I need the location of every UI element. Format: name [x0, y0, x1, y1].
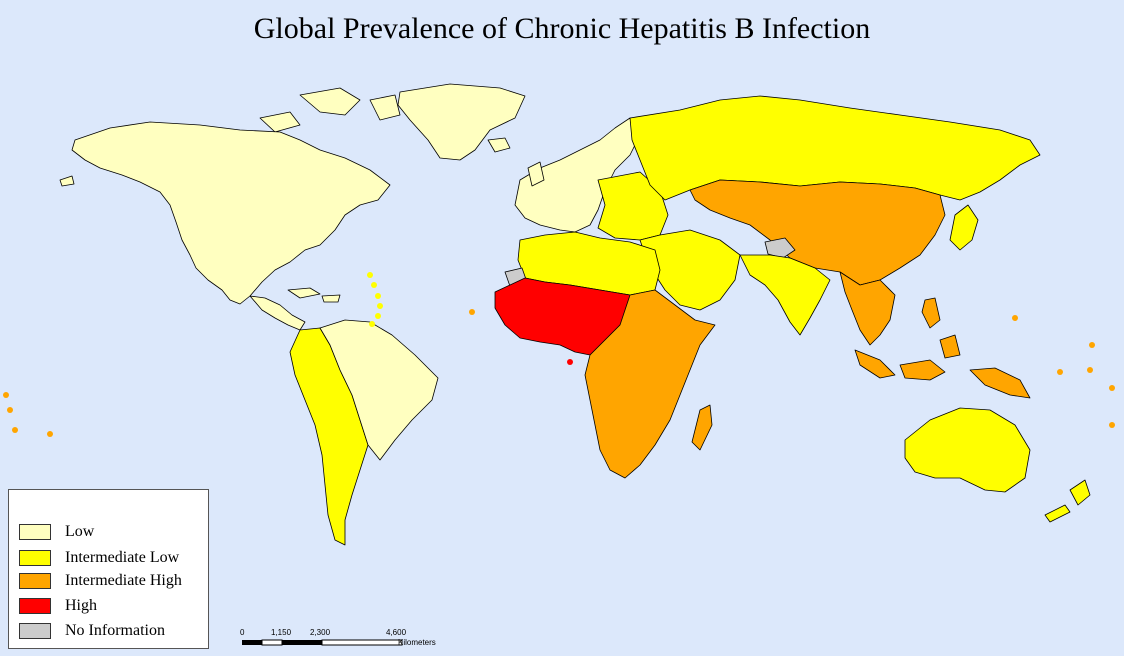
region-caribbean	[287, 287, 341, 303]
island-marker	[469, 309, 475, 315]
island-marker	[47, 431, 53, 437]
legend: Low Intermediate Low Intermediate High H…	[8, 489, 209, 649]
island-marker	[1057, 369, 1063, 375]
region-australia	[904, 407, 1031, 493]
island-marker	[12, 427, 18, 433]
scale-tick-label: 0	[240, 628, 245, 637]
region-western-europe	[514, 117, 641, 233]
legend-label: High	[65, 597, 97, 614]
legend-item-intermediate-high: Intermediate High	[19, 572, 182, 590]
legend-item-low: Low	[19, 523, 94, 541]
antilles-markers	[367, 272, 383, 327]
region-japan	[949, 204, 979, 251]
legend-swatch	[19, 598, 51, 614]
legend-label: Low	[65, 523, 95, 540]
island-marker	[1012, 315, 1018, 321]
scale-tick-label: 2,300	[310, 628, 331, 637]
region-russia	[629, 95, 1041, 201]
map-title: Global Prevalence of Chronic Hepatitis B…	[253, 12, 871, 45]
region-arctic-islands	[259, 87, 401, 133]
legend-label: No Information	[65, 622, 165, 639]
region-philippines	[921, 297, 941, 329]
region-uk-iceland	[487, 137, 545, 187]
legend-swatch	[19, 550, 51, 566]
region-afghanistan	[764, 237, 796, 259]
region-indonesia	[854, 334, 1031, 399]
legend-swatch	[19, 623, 51, 639]
legend-item-intermediate-low: Intermediate Low	[19, 549, 179, 567]
scale-bar-graphic	[242, 639, 403, 646]
scale-unit: Kilometers	[398, 638, 436, 647]
region-south-america-east	[319, 319, 439, 461]
region-new-zealand	[1044, 479, 1091, 523]
region-southeast-asia	[839, 271, 896, 346]
region-sub-saharan-africa	[584, 289, 716, 479]
region-china-central-asia	[689, 179, 946, 286]
legend-item-high: High	[19, 597, 97, 615]
region-north-america	[71, 121, 391, 305]
island-marker	[3, 392, 9, 398]
legend-swatch	[19, 524, 51, 540]
region-central-america	[249, 295, 306, 331]
region-madagascar	[691, 404, 713, 451]
legend-label: Intermediate High	[65, 572, 182, 589]
legend-label: Intermediate Low	[65, 549, 180, 566]
scale-tick-label: 4,600	[386, 628, 407, 637]
region-alaska-islands	[59, 175, 75, 187]
island-marker	[7, 407, 13, 413]
legend-swatch	[19, 573, 51, 589]
region-india	[739, 254, 831, 336]
island-marker	[1109, 422, 1115, 428]
island-marker	[567, 359, 573, 365]
legend-item-no-information: No Information	[19, 622, 165, 640]
scale-tick-label: 1,150	[271, 628, 292, 637]
scale-bar: 0 1,150 2,300 4,600 Kilometers	[238, 628, 458, 652]
region-greenland	[397, 83, 526, 161]
island-marker	[1089, 342, 1095, 348]
island-marker	[1109, 385, 1115, 391]
island-marker	[1087, 367, 1093, 373]
